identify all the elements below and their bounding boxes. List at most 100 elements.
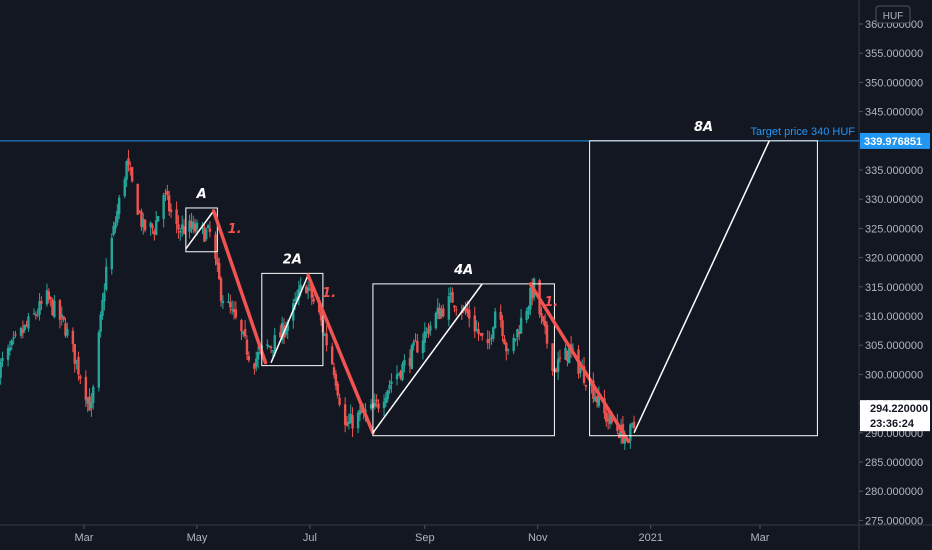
candle-body (623, 437, 626, 444)
candle-body (127, 158, 130, 166)
candle-body (125, 161, 128, 180)
candle-body (384, 397, 388, 404)
candle-body (514, 338, 517, 340)
candle-body (105, 266, 108, 290)
candle-body (284, 329, 288, 335)
y-tick-label: 330.000000 (865, 194, 923, 206)
candle-body (40, 300, 43, 304)
candle-body (8, 347, 12, 352)
candle-body (475, 328, 478, 331)
pattern-diagonal[interactable] (372, 283, 483, 434)
candle-body (164, 193, 167, 195)
candle-body (584, 384, 588, 387)
candle-body (193, 224, 197, 232)
candle-body (519, 317, 523, 334)
candle-body (66, 329, 69, 336)
pattern-label: A (196, 187, 207, 202)
candle-body (103, 292, 106, 302)
target-price-label: Target price 340 HUF (750, 126, 855, 138)
candle-body (230, 308, 234, 311)
candle-body (540, 313, 543, 317)
candle-body (253, 363, 256, 369)
candle-body (343, 404, 347, 425)
candle-body (1, 357, 4, 362)
candle-body (151, 225, 154, 229)
candle-body (19, 327, 23, 336)
candle-body (62, 316, 65, 320)
candle-body (375, 399, 378, 402)
candle-body (101, 299, 104, 316)
candle-body (605, 412, 608, 422)
candle-body (286, 321, 289, 331)
candle-body (192, 222, 195, 230)
pattern-diagonal[interactable] (270, 274, 309, 364)
candle-body (477, 329, 480, 334)
candle-body (14, 334, 17, 336)
x-tick-label: Mar (75, 532, 94, 544)
candle-body (512, 337, 515, 352)
candle-body (247, 355, 251, 361)
candle-body (240, 320, 243, 332)
red-leg-line[interactable] (211, 209, 268, 365)
candle-body (75, 360, 78, 362)
pattern-box[interactable] (261, 272, 324, 367)
red-leg-label: 1. (228, 222, 242, 237)
candle-body (299, 284, 302, 289)
pattern-label: 8A (694, 120, 713, 135)
candle-body (488, 339, 491, 341)
pattern-diagonal[interactable] (185, 210, 215, 250)
time-axis[interactable]: Mar May Jul Sep Nov 2021 Mar (75, 525, 770, 544)
candle-body (556, 359, 560, 372)
currency-unit-box (875, 5, 911, 24)
candle-body (27, 316, 30, 329)
candle-body (129, 168, 132, 170)
y-tick-label: 355.000000 (865, 48, 923, 60)
candle-body (206, 225, 210, 229)
candle-body (325, 333, 328, 346)
candle-body (123, 179, 126, 197)
candle-body (79, 376, 82, 379)
pattern-box[interactable] (372, 283, 555, 437)
candle-body (338, 397, 341, 405)
candle-body (349, 413, 352, 424)
candle-body (218, 263, 221, 280)
candle-body (23, 324, 26, 331)
red-leg-line[interactable] (306, 273, 375, 435)
candle-body (117, 197, 121, 215)
pattern-box[interactable] (589, 140, 818, 437)
candle-body (332, 367, 336, 376)
candle-body (255, 358, 258, 367)
pattern-diagonal[interactable] (633, 140, 770, 434)
candle-body (273, 335, 276, 354)
candle-body (358, 410, 362, 415)
candle-body (334, 374, 338, 386)
candle-body (21, 329, 25, 334)
candle-body (408, 357, 412, 366)
y-tick-label: 325.000000 (865, 223, 923, 235)
candle-body (345, 422, 349, 426)
y-tick-label: 320.000000 (865, 253, 923, 265)
candle-body (529, 287, 532, 310)
currency-unit-badge[interactable]: HUF (875, 5, 911, 24)
candles-layer (0, 149, 636, 450)
candle-body (423, 331, 426, 343)
candle-body (156, 216, 160, 222)
candle-body (138, 211, 141, 213)
candle-body (442, 308, 445, 317)
pattern-box[interactable] (185, 207, 218, 253)
candle-body (53, 300, 56, 318)
candle-body (12, 337, 15, 339)
candle-body (256, 351, 260, 360)
candle-body (216, 258, 219, 265)
candle-body (386, 390, 389, 400)
red-leg-line[interactable] (528, 282, 631, 444)
candle-body (308, 285, 312, 287)
candle-body (243, 328, 247, 337)
candle-body (60, 314, 63, 317)
candle-body (390, 381, 393, 384)
candle-body (297, 288, 301, 300)
candle-body (143, 219, 147, 231)
candle-body (399, 370, 402, 379)
candle-body (555, 368, 558, 373)
